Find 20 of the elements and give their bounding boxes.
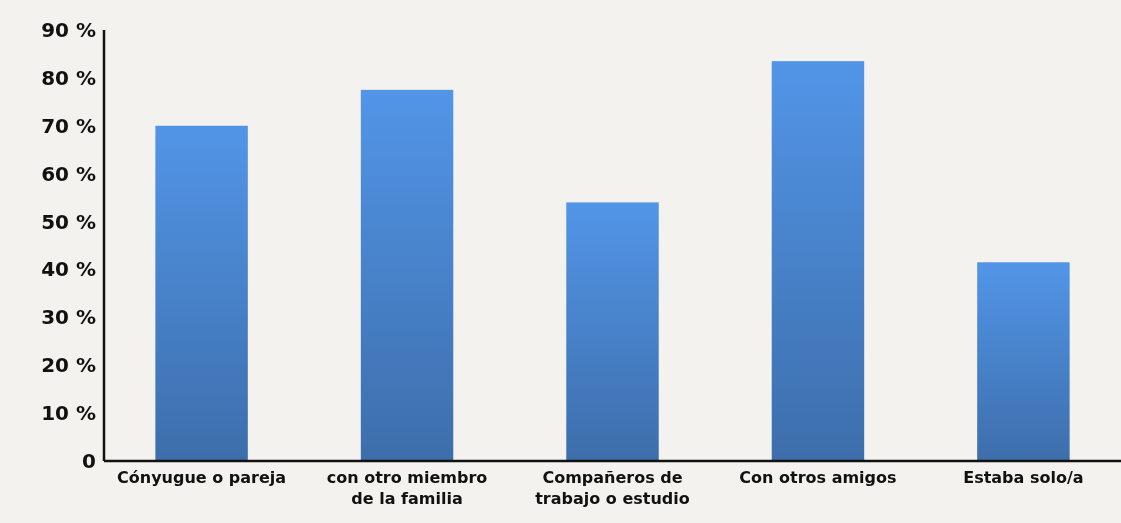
- bar: [360, 89, 454, 461]
- y-tick-label: 60 %: [41, 161, 96, 186]
- bar: [155, 125, 248, 461]
- y-tick-label: 30 %: [41, 305, 96, 330]
- x-tick-label: Cónyugue o pareja: [117, 468, 287, 487]
- bar: [771, 61, 865, 461]
- y-tick-label: 50 %: [41, 209, 96, 234]
- bar: [977, 262, 1070, 461]
- y-tick-label: 10 %: [41, 401, 96, 426]
- x-tick-label: Estaba solo/a: [963, 468, 1084, 487]
- y-tick-label: 40 %: [41, 257, 96, 282]
- bar: [566, 202, 659, 461]
- x-tick-label: Con otros amigos: [739, 468, 897, 487]
- x-tick-label: Compañeros de trabajo o estudio: [535, 468, 690, 508]
- y-tick-label: 80 %: [41, 65, 96, 90]
- y-tick-label: 20 %: [41, 353, 96, 378]
- y-tick-label: 70 %: [41, 113, 96, 138]
- y-tick-label: 0: [82, 449, 96, 473]
- x-tick-label: con otro miembro de la familia: [326, 468, 488, 508]
- y-tick-label: 90 %: [41, 18, 96, 42]
